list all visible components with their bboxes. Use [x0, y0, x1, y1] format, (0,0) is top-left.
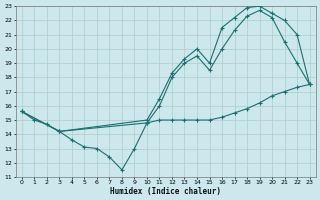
X-axis label: Humidex (Indice chaleur): Humidex (Indice chaleur)	[110, 187, 221, 196]
